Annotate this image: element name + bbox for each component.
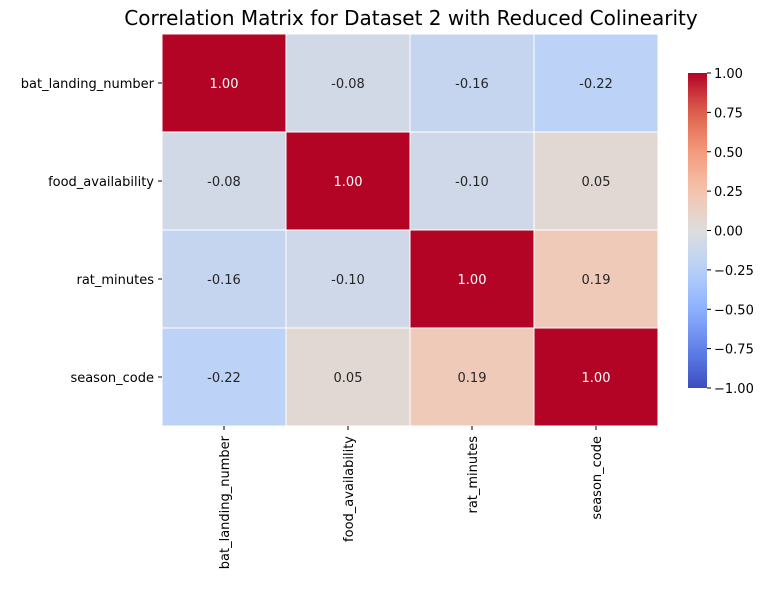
heatmap-cell-label-r1-c0: -0.08 xyxy=(207,175,241,190)
x-axis-tick-labels: bat_landing_number food_availability rat_m… xyxy=(218,426,605,569)
colorbar: 1.00 0.75 0.50 0.25 0.00 −0.25 −0.50 −0.75 −1.00 xyxy=(688,67,754,397)
heatmap-cells xyxy=(161,33,659,427)
heatmap-cell-r0-c3 xyxy=(533,33,659,133)
y-tick-label: season_code xyxy=(70,371,154,386)
colorbar-tick-label: −0.75 xyxy=(714,343,754,358)
chart-title: Correlation Matrix for Dataset 2 with Re… xyxy=(124,6,698,30)
colorbar-tick-label: −1.00 xyxy=(714,382,754,397)
heatmap-cell-label-r0-c3: -0.22 xyxy=(579,77,613,92)
heatmap-cell-r0-c2 xyxy=(409,33,535,133)
x-tick-label: food_availability xyxy=(342,436,357,542)
heatmap-cell-label-r0-c2: -0.16 xyxy=(455,77,489,92)
heatmap-cell-r2-c1 xyxy=(285,229,411,329)
heatmap-cell-r1-c1 xyxy=(285,131,411,231)
heatmap-cell-label-r1-c1: 1.00 xyxy=(334,175,363,190)
heatmap-cell-label-r1-c2: -0.10 xyxy=(455,175,489,190)
x-tick-label: season_code xyxy=(590,436,605,520)
colorbar-gradient xyxy=(688,73,707,388)
heatmap-cell-r3-c1 xyxy=(285,327,411,427)
heatmap-cell-r2-c3 xyxy=(533,229,659,329)
heatmap-cell-r0-c1 xyxy=(285,33,411,133)
heatmap-cell-label-r3-c3: 1.00 xyxy=(582,371,611,386)
heatmap-cell-label-r3-c0: -0.22 xyxy=(207,371,241,386)
y-tick-label: food_availability xyxy=(48,175,154,190)
colorbar-tick-label: −0.25 xyxy=(714,264,754,279)
colorbar-tick-label: 0.25 xyxy=(714,185,743,200)
heatmap-cell-r1-c3 xyxy=(533,131,659,231)
heatmap-cell-label-r3-c1: 0.05 xyxy=(334,371,363,386)
heatmap-cell-r3-c0 xyxy=(161,327,287,427)
y-tick-label: bat_landing_number xyxy=(21,77,155,92)
colorbar-tick-label: 0.50 xyxy=(714,146,743,161)
colorbar-tick-label: 1.00 xyxy=(714,67,743,82)
heatmap-cell-label-r0-c1: -0.08 xyxy=(331,77,365,92)
colorbar-tick-label: 0.00 xyxy=(714,225,743,240)
heatmap-cell-label-r2-c2: 1.00 xyxy=(458,273,487,288)
heatmap-cell-label-r2-c3: 0.19 xyxy=(582,273,611,288)
heatmap-cell-label-r3-c2: 0.19 xyxy=(458,371,487,386)
heatmap-cell-label-r0-c0: 1.00 xyxy=(210,77,239,92)
heatmap-cell-label-r2-c1: -0.10 xyxy=(331,273,365,288)
x-tick-label: rat_minutes xyxy=(466,436,481,514)
heatmap-cell-label-r1-c3: 0.05 xyxy=(582,175,611,190)
heatmap-cell-r1-c0 xyxy=(161,131,287,231)
heatmap-cell-r3-c3 xyxy=(533,327,659,427)
colorbar-tick-label: −0.50 xyxy=(714,303,754,318)
heatmap-cell-label-r2-c0: -0.16 xyxy=(207,273,241,288)
colorbar-tick-label: 0.75 xyxy=(714,106,743,121)
heatmap-cell-r0-c0 xyxy=(161,33,287,133)
heatmap-cell-labels: 1.00 -0.08 -0.16 -0.22 -0.08 1.00 -0.10 0.05 -0.… xyxy=(207,77,613,386)
y-tick-label: rat_minutes xyxy=(76,273,154,288)
y-axis-tick-labels: bat_landing_number food_availability rat_m… xyxy=(21,77,162,386)
x-tick-label: bat_landing_number xyxy=(218,435,233,569)
heatmap-cell-r3-c2 xyxy=(409,327,535,427)
